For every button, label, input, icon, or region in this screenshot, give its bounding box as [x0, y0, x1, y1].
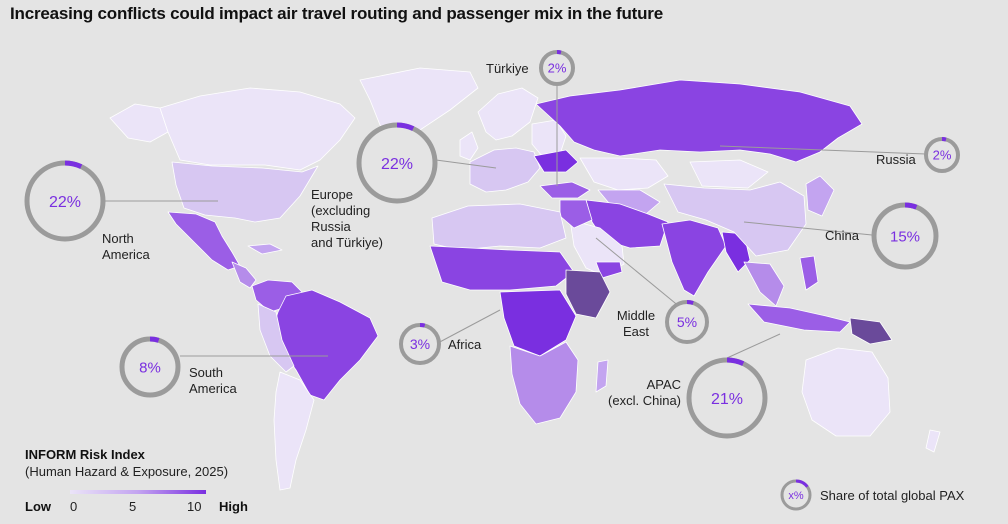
ring-share-arc — [686, 300, 694, 305]
share-ring-north-america: 22% — [24, 160, 106, 242]
papua — [849, 317, 893, 345]
indonesia — [747, 303, 851, 333]
korea-japan — [805, 175, 835, 217]
share-value-south-america: 8% — [139, 359, 161, 376]
madagascar — [595, 359, 609, 393]
share-ring-south-america: 8% — [119, 336, 181, 398]
share-ring-middle-east: 5% — [665, 300, 709, 344]
legend-tick-0: 0 — [70, 499, 78, 514]
share-value-turkiye: 2% — [548, 61, 567, 76]
share-legend-symbol: x% — [788, 490, 804, 502]
legend-tick-5: 5 — [129, 499, 137, 514]
share-value-apac: 21% — [711, 391, 743, 408]
central-africa — [499, 289, 577, 357]
share-legend-icon: x% — [780, 479, 812, 511]
ukraine — [533, 149, 579, 173]
uk-ireland — [459, 131, 479, 161]
region-label-middle-east: Middle East — [616, 308, 656, 339]
australia — [801, 347, 891, 437]
connector-russia — [719, 145, 927, 155]
connector-middle-east — [595, 237, 687, 313]
ring-share-arc — [726, 357, 745, 366]
share-ring-china: 15% — [871, 202, 939, 270]
china — [663, 181, 807, 257]
share-ring-africa: 3% — [399, 323, 441, 365]
region-label-south-america: South America — [189, 365, 237, 396]
cuba — [247, 243, 283, 255]
ring-share-arc — [149, 336, 160, 343]
share-ring-russia: 2% — [924, 137, 960, 173]
region-label-china: China — [825, 228, 859, 243]
share-value-middle-east: 5% — [677, 314, 697, 330]
argentina-chile — [273, 371, 315, 491]
central-america — [231, 261, 257, 289]
southern-africa — [509, 341, 579, 425]
legend-tick-10: 10 — [187, 499, 202, 514]
connector-china — [743, 221, 873, 236]
ring-share-arc — [64, 160, 83, 169]
region-label-north-america: North America — [102, 231, 150, 262]
ring-share-arc — [556, 50, 562, 55]
usa — [171, 161, 319, 223]
turkiye — [539, 181, 591, 199]
share-legend-label: Share of total global PAX — [820, 488, 965, 503]
mexico — [167, 211, 241, 271]
kazakhstan — [579, 157, 669, 191]
share-value-russia: 2% — [933, 148, 952, 163]
region-label-russia: Russia — [876, 152, 916, 167]
sahel — [429, 245, 575, 291]
southeast-asia — [743, 261, 785, 307]
greenland — [359, 67, 479, 141]
ring-share-arc — [904, 202, 918, 210]
north-africa — [431, 203, 567, 251]
share-value-europe: 22% — [381, 156, 413, 173]
share-ring-turkiye: 2% — [539, 50, 575, 86]
legend-title: INFORM Risk Index — [25, 447, 145, 462]
risk-gradient-bar — [70, 490, 206, 494]
legend-high-label: High — [219, 499, 248, 514]
levant-iraq — [559, 199, 593, 229]
connector-apac — [726, 333, 781, 359]
connector-europe — [435, 159, 497, 169]
alaska — [109, 103, 169, 143]
scandinavia — [477, 87, 539, 141]
share-ring-europe: 22% — [356, 122, 438, 204]
share-value-africa: 3% — [410, 336, 430, 352]
region-label-turkiye: Türkiye — [486, 61, 529, 76]
india — [661, 219, 727, 297]
share-value-north-america: 22% — [49, 194, 81, 211]
ring-share-arc — [396, 122, 415, 131]
ring-share-arc — [419, 323, 426, 328]
philippines — [799, 255, 819, 291]
region-label-apac: APAC (excl. China) — [608, 377, 681, 408]
legend-subtitle: (Human Hazard & Exposure, 2025) — [25, 464, 229, 479]
new-zealand — [925, 429, 941, 453]
canada — [159, 87, 356, 171]
mongolia — [689, 159, 769, 189]
russia — [535, 79, 863, 163]
connector-africa — [435, 309, 501, 345]
western-europe — [469, 147, 541, 193]
page-title: Increasing conflicts could impact air tr… — [10, 4, 663, 23]
legend-low-label: Low — [25, 499, 51, 514]
share-value-china: 15% — [890, 228, 920, 245]
region-label-africa: Africa — [448, 337, 482, 352]
share-ring-apac: 21% — [686, 357, 768, 439]
ring-share-arc — [941, 137, 947, 142]
peru-bolivia — [257, 303, 295, 373]
horn-of-africa — [565, 269, 611, 319]
region-label-europe: Europe (excluding Russia and Türkiye) — [311, 187, 384, 250]
